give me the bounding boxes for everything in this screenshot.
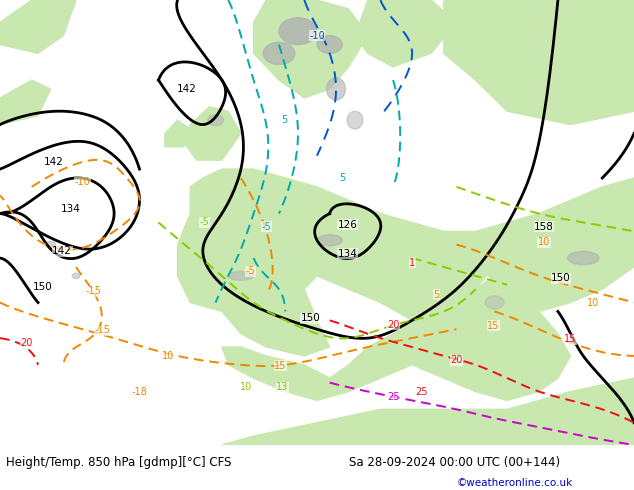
- Text: -15: -15: [86, 287, 102, 296]
- Text: Height/Temp. 850 hPa [gdmp][°C] CFS: Height/Temp. 850 hPa [gdmp][°C] CFS: [6, 457, 231, 469]
- Polygon shape: [222, 378, 634, 445]
- Text: 134: 134: [61, 204, 81, 214]
- Text: 20: 20: [20, 339, 33, 348]
- Text: -18: -18: [132, 388, 147, 397]
- Text: -15: -15: [94, 325, 111, 335]
- Text: 5: 5: [433, 290, 439, 299]
- Text: Sa 28-09-2024 00:00 UTC (00+144): Sa 28-09-2024 00:00 UTC (00+144): [349, 457, 560, 469]
- Text: 10: 10: [586, 297, 599, 308]
- Text: -5: -5: [199, 218, 209, 227]
- Polygon shape: [355, 0, 456, 67]
- Text: 150: 150: [301, 313, 321, 323]
- Text: ©weatheronline.co.uk: ©weatheronline.co.uk: [456, 478, 573, 488]
- Text: 13: 13: [276, 382, 288, 392]
- Polygon shape: [444, 178, 634, 312]
- Text: 142: 142: [52, 246, 72, 256]
- Ellipse shape: [228, 271, 254, 280]
- Text: 10: 10: [240, 382, 252, 392]
- Text: 15: 15: [487, 320, 500, 331]
- Text: 25: 25: [415, 388, 428, 397]
- Polygon shape: [178, 169, 495, 356]
- Text: 1: 1: [409, 258, 415, 268]
- Text: 20: 20: [450, 355, 463, 366]
- Polygon shape: [222, 276, 571, 400]
- Text: 150: 150: [33, 282, 53, 292]
- Text: -5: -5: [261, 222, 271, 232]
- Ellipse shape: [279, 18, 317, 45]
- Text: 10: 10: [162, 351, 174, 361]
- Ellipse shape: [347, 111, 363, 129]
- Text: 25: 25: [387, 392, 399, 402]
- Text: -10: -10: [75, 177, 90, 187]
- Text: -5: -5: [245, 267, 256, 276]
- Polygon shape: [184, 107, 241, 160]
- Ellipse shape: [317, 36, 342, 53]
- Text: 126: 126: [337, 220, 358, 230]
- Text: 10: 10: [538, 238, 550, 247]
- Text: 20: 20: [387, 320, 399, 330]
- Polygon shape: [165, 120, 190, 147]
- Ellipse shape: [317, 235, 342, 246]
- Ellipse shape: [567, 251, 599, 265]
- Polygon shape: [444, 0, 634, 124]
- Text: 158: 158: [534, 222, 554, 232]
- Polygon shape: [0, 80, 51, 124]
- Text: 150: 150: [551, 273, 571, 283]
- Text: 15: 15: [564, 334, 577, 344]
- Ellipse shape: [207, 115, 224, 126]
- Text: 142: 142: [44, 157, 64, 168]
- Text: 5: 5: [339, 173, 346, 183]
- Ellipse shape: [72, 273, 80, 278]
- Text: 142: 142: [177, 84, 197, 94]
- Ellipse shape: [485, 296, 504, 309]
- Ellipse shape: [263, 42, 295, 65]
- Text: 134: 134: [337, 248, 358, 259]
- Text: 15: 15: [274, 361, 287, 371]
- Ellipse shape: [327, 78, 346, 100]
- Ellipse shape: [46, 242, 56, 248]
- Text: -10: -10: [309, 30, 325, 41]
- Polygon shape: [0, 0, 76, 53]
- Polygon shape: [254, 0, 368, 98]
- Text: 5: 5: [281, 115, 287, 125]
